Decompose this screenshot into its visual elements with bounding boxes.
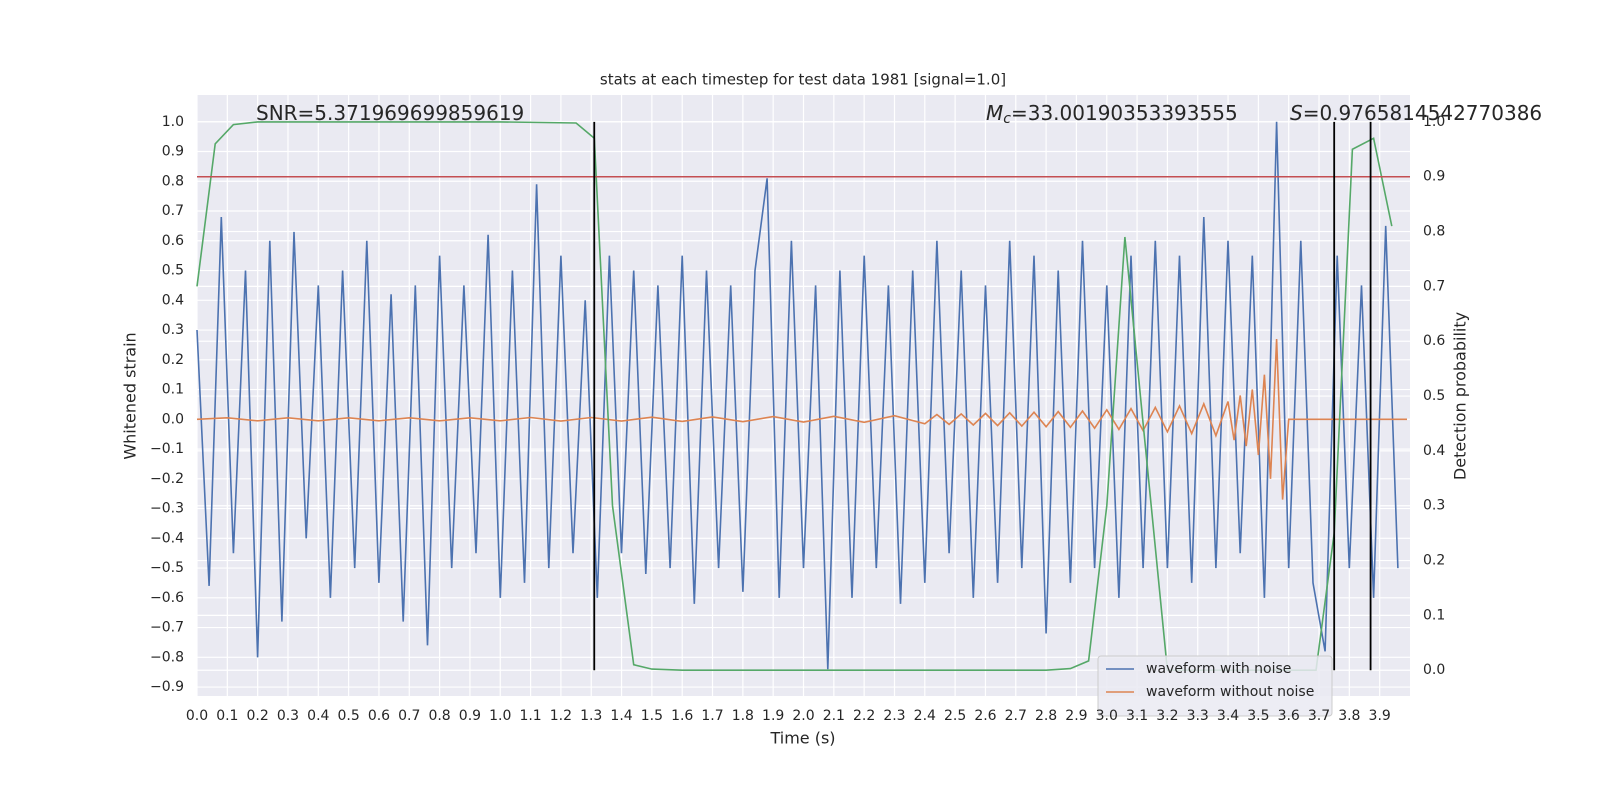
x-tick-label: 2.8 <box>1035 708 1057 724</box>
annotation-part: =33.00190353393555 <box>1011 101 1238 125</box>
y-tick-label: −0.2 <box>150 471 184 487</box>
y-tick-label: 0.2 <box>162 352 184 368</box>
x-tick-label: 0.6 <box>368 708 390 724</box>
y-tick-label: −0.7 <box>150 620 184 636</box>
x-tick-label: 0.1 <box>216 708 238 724</box>
x-tick-label: 1.1 <box>519 708 541 724</box>
x-tick-label: 3.7 <box>1308 708 1330 724</box>
x-tick-label: 3.0 <box>1096 708 1118 724</box>
x-tick-label: 0.8 <box>428 708 450 724</box>
y2-tick-label: 0.0 <box>1423 662 1445 678</box>
y2-tick-label: 0.3 <box>1423 498 1445 514</box>
x-tick-label: 1.5 <box>641 708 663 724</box>
x-tick-label: 1.6 <box>671 708 693 724</box>
x-tick-label: 1.4 <box>610 708 632 724</box>
y2-tick-label: 0.5 <box>1423 388 1445 404</box>
y2-tick-label: 0.1 <box>1423 607 1445 623</box>
y-tick-label: 0.6 <box>162 233 184 249</box>
x-tick-label: 2.5 <box>944 708 966 724</box>
y-tick-label: 0.0 <box>162 411 184 427</box>
x-tick-label: 1.7 <box>701 708 723 724</box>
x-tick-label: 3.3 <box>1187 708 1209 724</box>
x-tick-label: 2.0 <box>792 708 814 724</box>
x-tick-label: 3.2 <box>1156 708 1178 724</box>
x-tick-label: 0.7 <box>398 708 420 724</box>
y2-tick-label: 0.2 <box>1423 553 1445 569</box>
y2-axis-label: Detection probability <box>1451 312 1470 480</box>
legend-label: waveform with noise <box>1146 661 1291 677</box>
annotation: Mc=33.00190353393555 <box>986 101 1238 128</box>
y-tick-label: −0.5 <box>150 560 184 576</box>
x-tick-label: 1.0 <box>489 708 511 724</box>
y-tick-label: −0.9 <box>150 679 184 695</box>
legend-box <box>1097 655 1333 717</box>
annotation-part: S <box>1290 101 1303 125</box>
x-tick-label: 1.3 <box>580 708 602 724</box>
chart-title: stats at each timestep for test data 198… <box>600 71 1006 89</box>
y-tick-label: 0.8 <box>162 173 184 189</box>
x-tick-label: 3.9 <box>1369 708 1391 724</box>
x-tick-label: 2.3 <box>883 708 905 724</box>
annotation-part: =0.9765814542770386 <box>1303 101 1542 125</box>
x-tick-label: 3.6 <box>1278 708 1300 724</box>
y-tick-label: 0.7 <box>162 203 184 219</box>
x-tick-label: 2.9 <box>1065 708 1087 724</box>
y2-tick-label: 0.8 <box>1423 224 1445 240</box>
x-tick-label: 3.8 <box>1338 708 1360 724</box>
y2-tick-label: 0.4 <box>1423 443 1445 459</box>
x-tick-label: 2.1 <box>823 708 845 724</box>
y-tick-label: −0.3 <box>150 501 184 517</box>
x-tick-label: 1.8 <box>732 708 754 724</box>
x-tick-label: 3.1 <box>1126 708 1148 724</box>
x-tick-label: 1.9 <box>762 708 784 724</box>
y2-tick-label: 1.0 <box>1423 114 1445 130</box>
x-tick-label: 1.2 <box>550 708 572 724</box>
y-tick-label: −0.1 <box>150 441 184 457</box>
y-axis-label: Whitened strain <box>121 332 140 459</box>
y-tick-label: 0.1 <box>162 382 184 398</box>
x-tick-label: 0.2 <box>247 708 269 724</box>
y2-tick-label: 0.7 <box>1423 278 1445 294</box>
x-axis-label: Time (s) <box>769 729 835 748</box>
y-tick-label: −0.4 <box>150 530 184 546</box>
x-tick-label: 3.4 <box>1217 708 1239 724</box>
x-tick-label: 2.6 <box>974 708 996 724</box>
y2-tick-label: 0.9 <box>1423 169 1445 185</box>
x-tick-label: 0.9 <box>459 708 481 724</box>
x-tick-label: 0.4 <box>307 708 329 724</box>
legend-label: waveform without noise <box>1146 684 1314 700</box>
x-tick-label: 0.3 <box>277 708 299 724</box>
y2-tick-label: 0.6 <box>1423 333 1445 349</box>
series-line <box>196 338 1407 500</box>
annotation-part: SNR=5.371969699859619 <box>256 101 524 125</box>
annotation-part: c <box>1003 111 1011 127</box>
x-tick-label: 2.4 <box>914 708 936 724</box>
annotation-part: M <box>986 101 1003 125</box>
y-tick-label: 0.4 <box>162 292 184 308</box>
x-tick-label: 2.7 <box>1005 708 1027 724</box>
y-tick-label: 1.0 <box>162 114 184 130</box>
y-tick-label: −0.6 <box>150 590 184 606</box>
x-tick-label: 0.0 <box>186 708 208 724</box>
x-tick-label: 3.5 <box>1247 708 1269 724</box>
x-tick-label: 0.5 <box>337 708 359 724</box>
y-tick-label: 0.9 <box>162 144 184 160</box>
y-tick-label: 0.3 <box>162 322 184 338</box>
series-line <box>196 121 1399 670</box>
annotation: S=0.9765814542770386 <box>1290 101 1542 125</box>
x-tick-label: 2.2 <box>853 708 875 724</box>
annotation: SNR=5.371969699859619 <box>256 101 524 125</box>
y-tick-label: 0.5 <box>162 263 184 279</box>
y-tick-label: −0.8 <box>150 649 184 665</box>
